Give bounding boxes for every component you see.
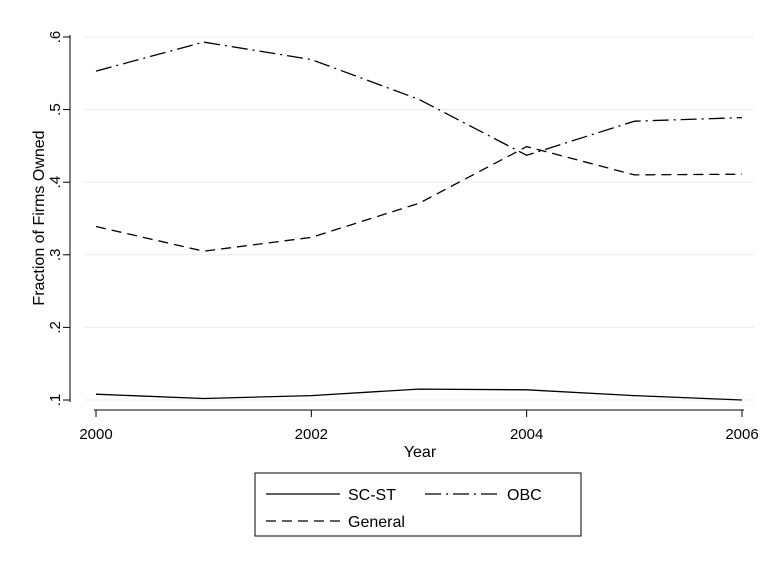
y-axis-title: Fraction of Firms Owned [31,130,48,305]
y-tick-label-2: .3 [47,249,64,262]
series-line-sc-st [95,388,743,401]
gridlines [84,36,754,401]
legend-label-obc: OBC [507,487,542,504]
y-tick-label-4: .5 [47,103,64,116]
axes: .1 .2 .3 .4 .5 .6 2000 2002 2004 2006 [47,31,759,443]
series-lines [95,41,743,401]
y-tick-label-3: .4 [47,176,64,189]
series-line-general [95,145,743,252]
legend-label-sc-st: SC-ST [348,487,396,504]
y-tick-label-1: .2 [47,321,64,334]
legend: SC-ST OBC General [254,472,582,537]
x-axis-title: Year [404,444,437,461]
x-tick-label-1: 2002 [295,426,328,443]
series-line-obc [95,41,743,156]
legend-box [254,472,582,537]
x-tick-label-2: 2004 [510,426,543,443]
x-tick-label-0: 2000 [79,426,112,443]
y-tick-label-5: .6 [47,31,64,44]
y-tick-label-0: .1 [47,394,64,407]
legend-label-general: General [348,514,405,531]
x-tick-label-3: 2006 [725,426,758,443]
